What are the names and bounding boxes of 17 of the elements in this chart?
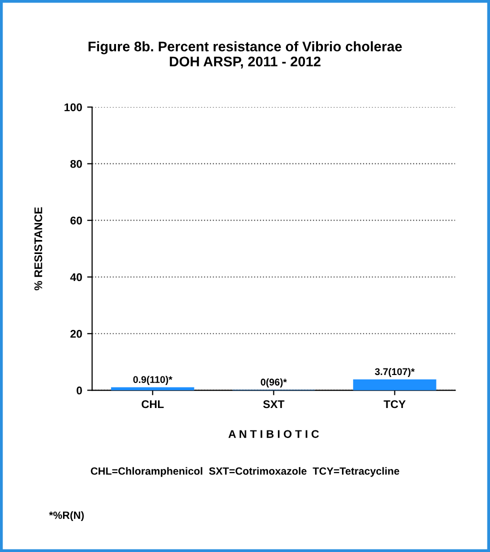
text: *%R(N) [49, 511, 84, 521]
y-tick-label: 100 [64, 103, 82, 112]
y-tick-label: 20 [70, 330, 82, 338]
y-tick-label: 60 [70, 216, 82, 224]
data-label: 0(96)* [260, 378, 287, 388]
x-axis-title: A N T I B I O T I C [228, 430, 319, 438]
chart-title: Figure 8b. Percent resistance of Vibrio cholerae DOH ARSP, 2011 - 2012 [88, 41, 402, 68]
text: CHL=Chloramphenicol SXT=Cotrimoxazole TCY=Tetracycline [90, 467, 400, 477]
x-tick-label: CHL [142, 400, 164, 408]
x-tick-label: TCY [384, 400, 406, 408]
data-label: 0.9(110)* [133, 376, 172, 385]
data-label: 3.7(107)* [374, 368, 415, 378]
y-axis-title: % RESISTANCE [34, 207, 42, 290]
y-tick-label: 40 [70, 273, 82, 282]
y-tick-label: 0 [76, 386, 82, 394]
y-tick-label: 80 [70, 160, 82, 168]
x-tick-label: SXT [263, 400, 284, 408]
